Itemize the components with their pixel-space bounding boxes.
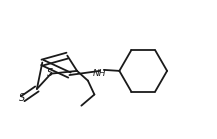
Text: S: S xyxy=(19,93,25,103)
Text: S: S xyxy=(47,68,53,78)
Text: NH: NH xyxy=(93,69,107,78)
